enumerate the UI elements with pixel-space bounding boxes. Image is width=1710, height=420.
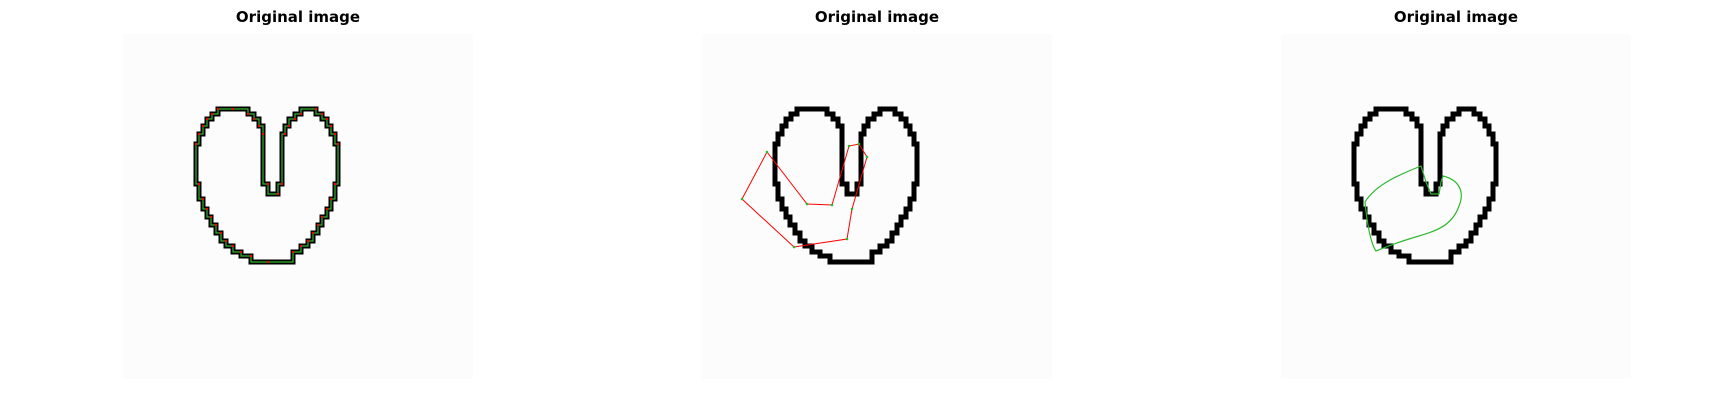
sample-point xyxy=(299,244,303,248)
sample-point xyxy=(197,132,201,136)
sample-point xyxy=(216,107,220,111)
sample-point xyxy=(194,142,198,146)
traced-contour xyxy=(195,108,339,263)
sample-point xyxy=(333,132,337,136)
shape-outline xyxy=(1351,106,1499,265)
sample-point xyxy=(246,112,250,116)
image-axes xyxy=(123,34,473,379)
sample-point xyxy=(252,117,256,121)
panel-title: Original image xyxy=(1393,8,1519,26)
image-axes xyxy=(702,34,1052,379)
spline-curve xyxy=(1364,165,1462,252)
panel-2: Original image xyxy=(697,0,1057,390)
panel-3: Original image xyxy=(1276,0,1636,390)
sample-point xyxy=(325,207,329,211)
sample-point xyxy=(266,182,270,186)
sample-point xyxy=(306,239,310,243)
sample-point xyxy=(201,197,205,201)
sample-point xyxy=(299,112,303,116)
image-axes xyxy=(1281,34,1631,379)
polygon-vertex xyxy=(765,150,769,154)
sample-point xyxy=(287,124,291,128)
sample-point xyxy=(311,231,315,235)
sample-point xyxy=(329,124,333,128)
sample-point xyxy=(249,254,253,258)
image-plot xyxy=(193,106,341,265)
sample-point xyxy=(239,250,243,254)
polygon-vertex xyxy=(805,202,809,206)
polygon-vertex xyxy=(850,207,854,211)
sample-point xyxy=(293,117,297,121)
polygon-vertex xyxy=(847,144,851,148)
sample-point xyxy=(231,107,235,111)
sample-point xyxy=(266,260,270,264)
sample-point xyxy=(316,223,320,227)
sample-point xyxy=(320,215,324,219)
sample-point xyxy=(329,197,333,201)
sample-point xyxy=(257,124,261,128)
polygon-vertex xyxy=(845,237,849,241)
polygon-vertex xyxy=(865,155,869,159)
sample-point xyxy=(209,215,213,219)
sample-point xyxy=(261,132,265,136)
panel-title: Original image xyxy=(235,8,361,26)
sample-point xyxy=(210,112,214,116)
sample-point xyxy=(214,223,218,227)
sample-point xyxy=(336,142,340,146)
sample-point xyxy=(205,117,209,121)
sample-point xyxy=(325,117,329,121)
sample-point xyxy=(197,182,201,186)
sample-point xyxy=(320,112,324,116)
shape-outline xyxy=(193,106,341,265)
panel-title: Original image xyxy=(814,8,940,26)
panel-1: Original image xyxy=(118,0,478,390)
sample-point xyxy=(314,107,318,111)
shape-outline xyxy=(772,106,920,265)
image-plot xyxy=(1351,106,1499,265)
polygon-vertex xyxy=(830,203,834,207)
image-plot xyxy=(740,106,920,265)
sample-point xyxy=(291,250,295,254)
sample-point xyxy=(280,182,284,186)
sample-point xyxy=(283,132,287,136)
polygon-vertex xyxy=(740,197,744,201)
polygon-vertex xyxy=(857,142,861,146)
sample-point xyxy=(201,124,205,128)
sample-point xyxy=(205,207,209,211)
sample-point xyxy=(231,244,235,248)
sample-point xyxy=(219,231,223,235)
sample-point xyxy=(333,182,337,186)
sample-point xyxy=(224,239,228,243)
sample-point xyxy=(276,192,280,196)
polygon-vertex xyxy=(792,245,796,249)
